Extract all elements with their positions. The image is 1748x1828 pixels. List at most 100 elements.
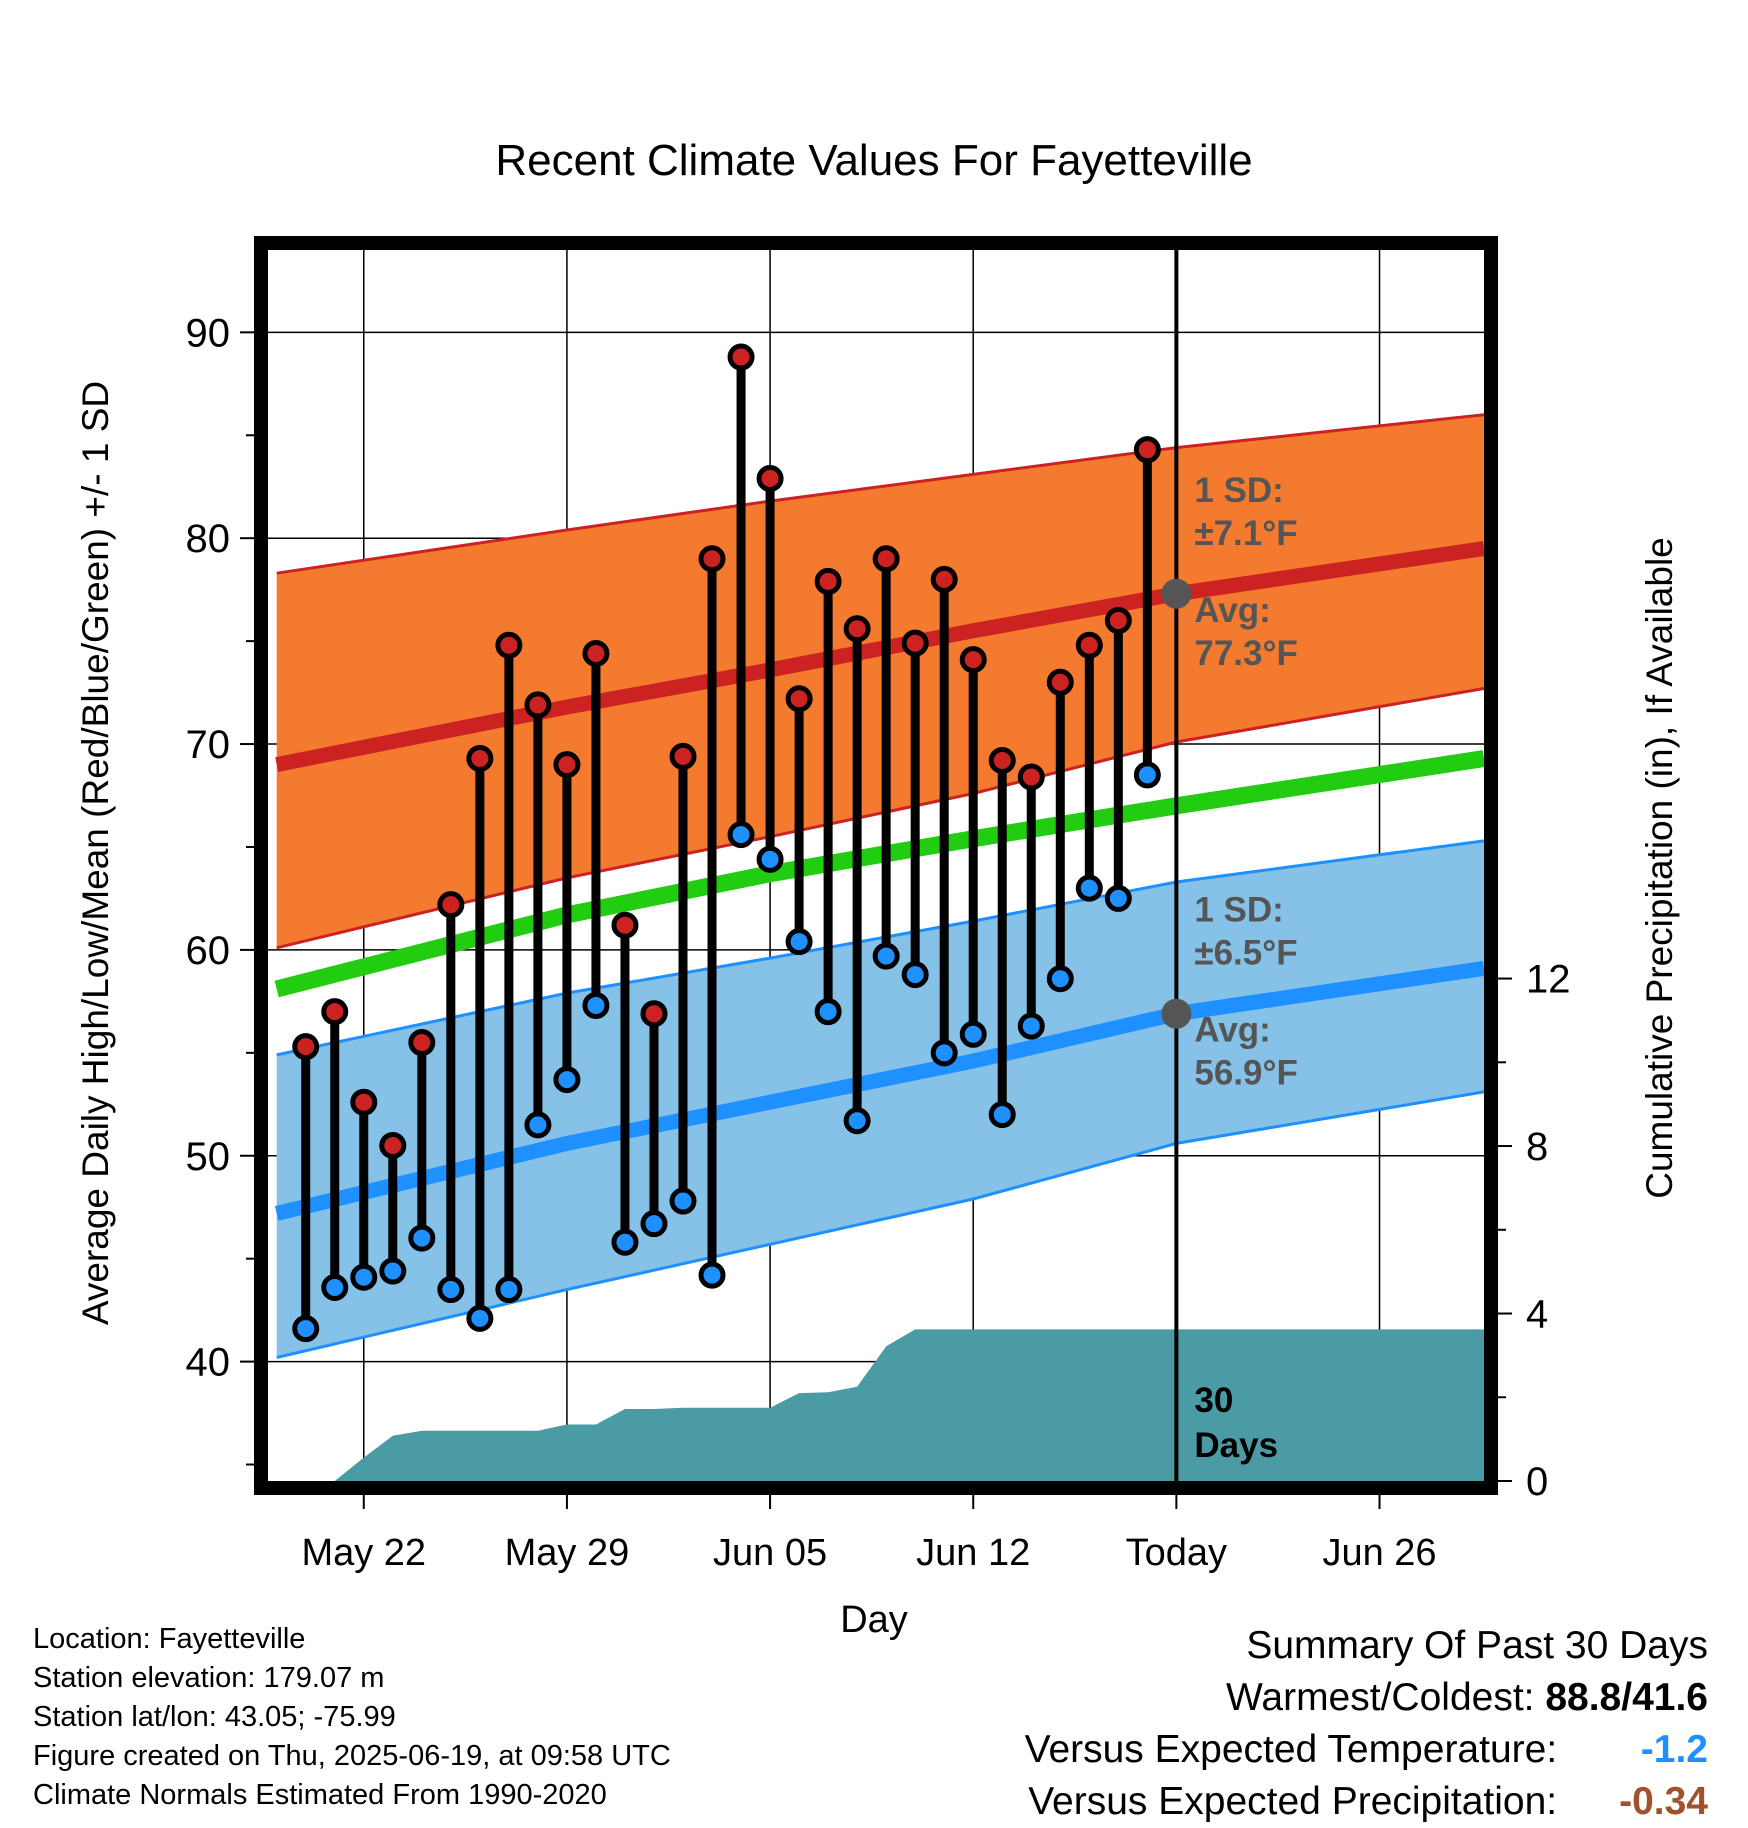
low-temp-point [1104, 884, 1132, 912]
x-tick-label: Today [1126, 1532, 1227, 1574]
low-temp-point [669, 1187, 697, 1215]
y2-axis-label: Cumulative Precipitation (in), If Availa… [1639, 537, 1680, 1199]
location-text: Location: Fayetteville [33, 1623, 306, 1655]
high-temp-point [727, 343, 755, 371]
low-avg-today-dot [1161, 998, 1192, 1029]
low-temp-point [582, 991, 610, 1019]
high-temp-point [437, 891, 465, 919]
low-sd-label: 1 SD: [1194, 891, 1283, 930]
high-sd-band [276, 414, 1484, 948]
low-avg-value: 56.9°F [1194, 1054, 1298, 1093]
high-temp-point [1046, 668, 1074, 696]
low-temp-point [466, 1304, 494, 1332]
low-avg-label: Avg: [1194, 1011, 1270, 1050]
high-temp-point [1017, 763, 1045, 791]
high-temp-point [350, 1088, 378, 1116]
high-temp-point [321, 998, 349, 1026]
x-tick-label: May 29 [505, 1532, 630, 1574]
high-temp-point [814, 567, 842, 595]
precip-area [334, 1329, 1484, 1481]
low-temp-point [988, 1101, 1016, 1129]
low-temp-point [553, 1066, 581, 1094]
station-info: Location: Fayetteville Station elevation… [33, 1620, 671, 1815]
latlon-text: Station lat/lon: 43.05; -75.99 [33, 1701, 396, 1733]
high-temp-point [582, 639, 610, 667]
warm-cold-row: Warmest/Coldest: 88.8/41.6 [1025, 1672, 1708, 1724]
y-axis-label: Average Daily High/Low/Mean (Red/Blue/Gr… [75, 381, 116, 1325]
low-temp-point [785, 928, 813, 956]
low-temp-point [1017, 1012, 1045, 1040]
low-temp-point [727, 821, 755, 849]
low-temp-point [292, 1315, 320, 1343]
low-temp-point [611, 1228, 639, 1256]
y-tick-label: 50 [186, 1135, 231, 1179]
low-temp-point [1075, 874, 1103, 902]
high-temp-point [756, 464, 784, 492]
low-temp-point [959, 1020, 987, 1048]
y-tick-label: 60 [186, 929, 231, 973]
high-avg-line [275, 541, 1484, 772]
high-temp-point [669, 742, 697, 770]
x-tick-label: Jun 12 [916, 1532, 1030, 1574]
high-temp-point [901, 629, 929, 657]
x-tick-label: Jun 26 [1322, 1532, 1436, 1574]
low-temp-point [350, 1263, 378, 1291]
precip-departure-value: -0.34 [1619, 1780, 1708, 1823]
high-avg-value: 77.3°F [1194, 634, 1298, 673]
low-temp-point [379, 1257, 407, 1285]
high-temp-point [1104, 607, 1132, 635]
low-temp-point [495, 1276, 523, 1304]
high-lower-line [276, 687, 1484, 950]
y2-tick-label: 0 [1526, 1460, 1548, 1504]
low-temp-point [408, 1224, 436, 1252]
low-avg-line [274, 960, 1484, 1221]
plot-frame [254, 236, 1498, 1495]
high-sd-value: ±7.1°F [1194, 514, 1297, 553]
low-temp-point [814, 998, 842, 1026]
temp-label: Versus Expected Temperature: [1024, 1728, 1558, 1771]
y-tick-label: 80 [186, 517, 231, 561]
y-tick-label: 70 [186, 723, 231, 767]
high-temp-point [930, 565, 958, 593]
high-sd-label: 1 SD: [1194, 471, 1283, 510]
y-tick-label: 40 [186, 1341, 231, 1385]
y2-tick-label: 12 [1526, 958, 1571, 1002]
created-text: Figure created on Thu, 2025-06-19, at 09… [33, 1740, 671, 1772]
y2-tick-label: 4 [1526, 1293, 1548, 1337]
precip-label: Versus Expected Precipitation: [1028, 1780, 1558, 1823]
high-temp-point [640, 1000, 668, 1028]
normals-text: Climate Normals Estimated From 1990-2020 [33, 1779, 607, 1811]
temp-departure-value: -1.2 [1640, 1728, 1708, 1771]
high-upper-line [276, 413, 1484, 575]
period-unit: Days [1194, 1426, 1278, 1465]
high-temp-point [785, 685, 813, 713]
high-temp-point [1133, 436, 1161, 464]
high-avg-today-dot [1161, 578, 1192, 609]
low-temp-point [1046, 965, 1074, 993]
high-temp-point [292, 1033, 320, 1061]
x-axis-label: Day [840, 1599, 908, 1641]
temp-row: Versus Expected Temperature: -1.2 [1025, 1724, 1708, 1776]
high-temp-point [524, 691, 552, 719]
low-sd-band [276, 840, 1484, 1358]
mean-avg-line [274, 750, 1484, 998]
high-avg-label: Avg: [1194, 591, 1270, 630]
high-temp-point [553, 751, 581, 779]
high-temp-point [843, 615, 871, 643]
low-temp-point [437, 1276, 465, 1304]
low-upper-line [276, 839, 1484, 1057]
y-tick-label: 90 [186, 311, 231, 355]
low-temp-point [698, 1261, 726, 1289]
high-temp-point [1075, 631, 1103, 659]
chart-title: Recent Climate Values For Fayetteville [495, 136, 1252, 185]
x-tick-label: Jun 05 [713, 1532, 827, 1574]
y2-tick-label: 8 [1526, 1125, 1548, 1169]
summary-panel: Summary Of Past 30 Days Warmest/Coldest:… [1025, 1620, 1708, 1828]
plot-area: 1 SD: ±7.1°F Avg: 77.3°F 1 SD: ±6.5°F Avg: 56.9… [186, 236, 1571, 1574]
warm-cold-value: 88.8/41.6 [1545, 1676, 1708, 1719]
high-temp-point [466, 744, 494, 772]
low-temp-point [843, 1107, 871, 1135]
high-temp-point [611, 911, 639, 939]
low-temp-point [1133, 761, 1161, 789]
